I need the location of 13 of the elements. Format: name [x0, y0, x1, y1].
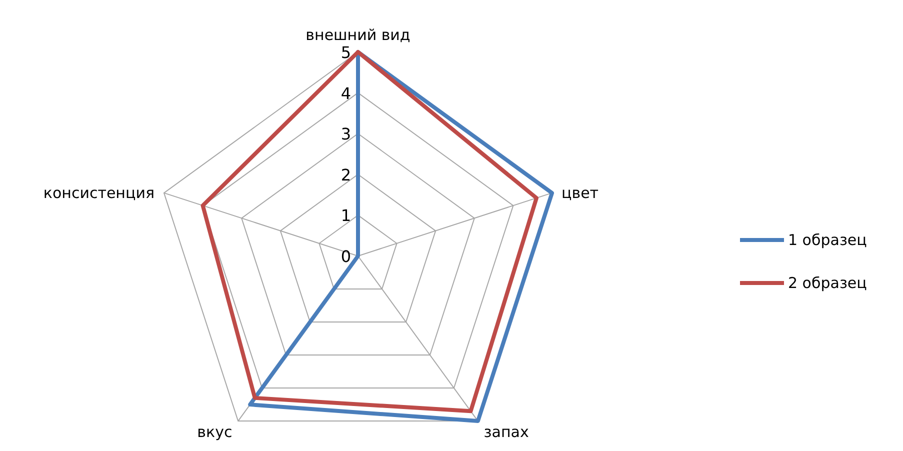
spoke-label: запах	[484, 423, 529, 442]
spoke-label: вкус	[197, 423, 232, 442]
spoke-label: консистенция	[43, 184, 154, 202]
y-tick-label: 5	[340, 43, 352, 62]
y-tick-label: 1	[340, 206, 352, 226]
spoke-label: внешний вид	[306, 26, 410, 44]
spoke-label: цвет	[562, 184, 599, 202]
y-tick-label: 0	[340, 247, 352, 266]
y-tick-label: 2	[340, 165, 352, 184]
legend-label: 2 образец	[788, 274, 867, 292]
legend-label: 1 образец	[788, 231, 867, 249]
y-tick-label: 4	[340, 84, 352, 103]
y-tick-label: 3	[340, 124, 352, 144]
